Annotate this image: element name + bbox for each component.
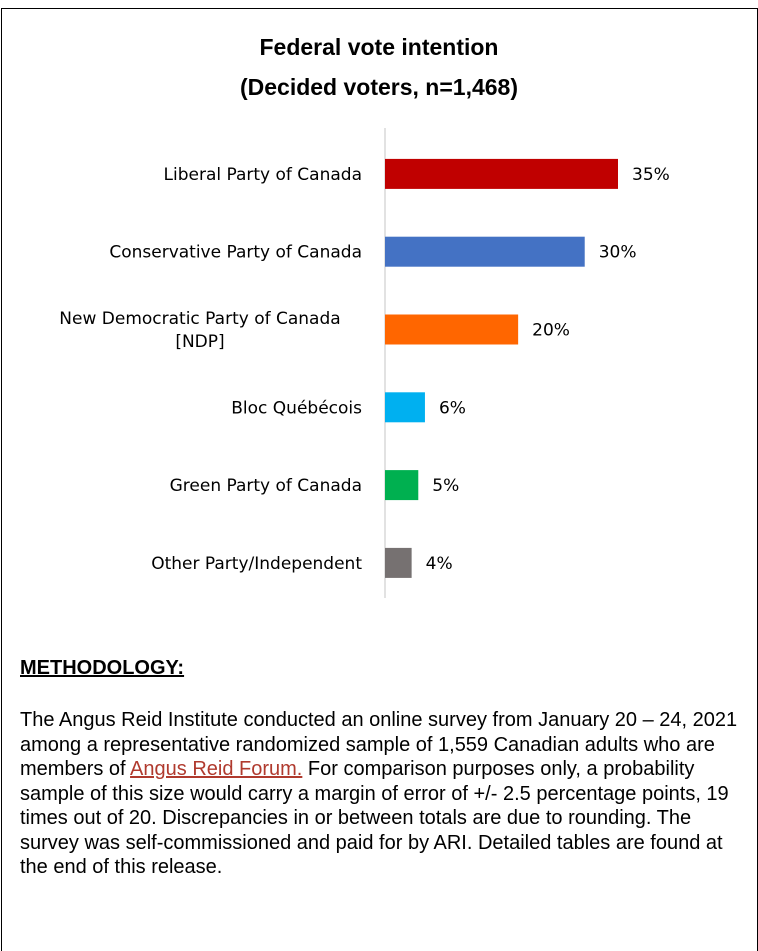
methodology-heading: METHODOLOGY: [20, 657, 185, 679]
bar-4 [385, 470, 419, 501]
methodology-text: The Angus Reid Institute conducted an on… [20, 708, 742, 880]
methodology-text-part2: For comparison purposes only, a probabil… [20, 758, 729, 878]
value-label-2: 20% [532, 321, 570, 341]
chart-title-line2: (Decided voters, n=1,468) [239, 74, 519, 100]
bar-chart: 35% Liberal Party of Canada 30% Conservativ… [59, 128, 670, 598]
category-label-4: Green Party of Canada [170, 476, 362, 496]
bar-1 [385, 236, 585, 267]
category-label-5: Other Party/Independent [151, 554, 362, 574]
value-label-4: 5% [432, 476, 459, 496]
bar-0 [385, 158, 618, 189]
chart-title-line1: Federal vote intention [259, 34, 499, 60]
value-label-1: 30% [599, 243, 637, 263]
bar-3 [385, 392, 425, 423]
category-label-0: Liberal Party of Canada [164, 165, 362, 185]
category-label-3: Bloc Québécois [231, 398, 362, 418]
value-label-0: 35% [632, 165, 670, 185]
methodology-text-part1: The Angus Reid Institute conducted an on… [20, 709, 738, 780]
category-label-1: Conservative Party of Canada [109, 243, 362, 263]
angus-reid-forum-link[interactable]: Angus Reid Forum. [130, 758, 303, 780]
bar-5 [385, 547, 412, 578]
value-label-3: 6% [439, 398, 466, 418]
category-label-2: New Democratic Party of Canada [NDP] [59, 309, 340, 352]
value-label-5: 4% [426, 554, 453, 574]
bar-2 [385, 314, 519, 345]
